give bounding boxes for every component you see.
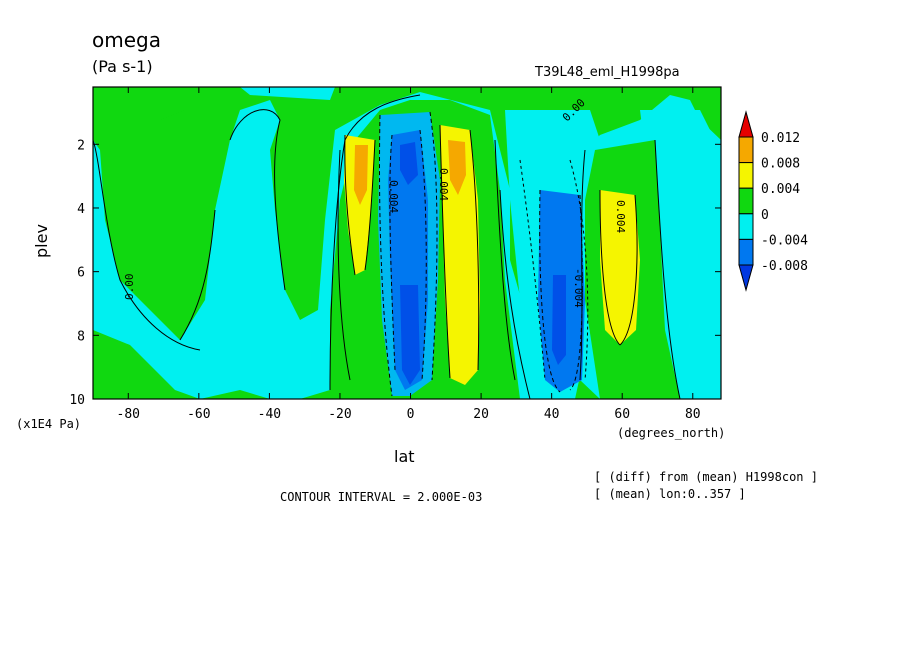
chart-units: (Pa s-1) bbox=[92, 57, 153, 76]
colorbar-label: -0.004 bbox=[761, 233, 808, 248]
note-diff: [ (diff) from (mean) H1998con ] bbox=[594, 470, 818, 484]
contour-label: 0.004 bbox=[614, 200, 627, 233]
x-tick-label: -80 bbox=[117, 407, 140, 422]
x-tick-label: 60 bbox=[614, 407, 630, 422]
contour-label: 0.004 bbox=[437, 168, 450, 201]
contour-label: -0.004 bbox=[572, 268, 585, 308]
colorbar-box bbox=[738, 136, 754, 164]
y-axis-units: (x1E4 Pa) bbox=[16, 417, 82, 431]
x-tick-label: 0 bbox=[407, 407, 415, 422]
x-tick-label: 20 bbox=[473, 407, 489, 422]
colorbar-box bbox=[738, 187, 754, 215]
y-tick-label: 4 bbox=[77, 202, 85, 217]
x-tick-label: -20 bbox=[328, 407, 351, 422]
colorbar-box bbox=[738, 238, 754, 266]
y-tick-label: 6 bbox=[77, 266, 85, 281]
chart-title: omega bbox=[92, 28, 161, 52]
contour-lines bbox=[93, 94, 681, 399]
colorbar-label: 0.008 bbox=[761, 157, 800, 172]
y-tick-label: 8 bbox=[77, 329, 85, 344]
colorbar-box bbox=[738, 162, 754, 189]
colorbar-box bbox=[738, 213, 754, 240]
colorbar: 0.012 0.008 0.004 0 -0.004 -0.008 bbox=[738, 110, 808, 292]
colorbar-max-triangle bbox=[738, 110, 754, 138]
colorbar-label: 0 bbox=[761, 208, 769, 223]
plot-frame bbox=[92, 86, 722, 400]
x-tick-label: 40 bbox=[544, 407, 560, 422]
contour-fill bbox=[93, 87, 721, 399]
x-tick-label: -60 bbox=[187, 407, 210, 422]
x-axis-label: lat bbox=[394, 447, 415, 466]
colorbar-min-triangle bbox=[738, 264, 754, 292]
y-axis: 2 4 6 8 10 bbox=[69, 138, 721, 408]
y-tick-label: 10 bbox=[69, 393, 85, 408]
colorbar-label: 0.012 bbox=[761, 131, 800, 146]
colorbar-label: 0.004 bbox=[761, 182, 800, 197]
contour-interval: CONTOUR INTERVAL = 2.000E-03 bbox=[280, 490, 483, 504]
y-tick-label: 2 bbox=[77, 138, 85, 153]
x-axis-units: (degrees_north) bbox=[617, 426, 726, 440]
colorbar-label: -0.008 bbox=[761, 259, 808, 274]
contour-label: 0.004 bbox=[387, 180, 400, 213]
run-id: T39L48_eml_H1998pa bbox=[535, 65, 680, 80]
x-tick-label: 80 bbox=[685, 407, 701, 422]
x-axis: -80 -60 -40 -20 0 20 40 60 80 bbox=[117, 87, 701, 422]
y-axis-label: plev bbox=[32, 224, 51, 258]
x-tick-label: -40 bbox=[258, 407, 281, 422]
note-mean: [ (mean) lon:0..357 ] bbox=[594, 487, 746, 501]
contour-label: 0.00 bbox=[123, 274, 136, 301]
